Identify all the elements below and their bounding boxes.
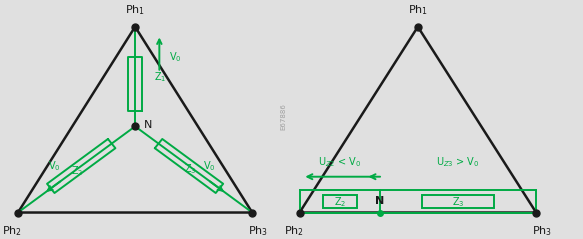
Text: Ph$_1$: Ph$_1$ — [408, 3, 428, 17]
Text: V$_0$: V$_0$ — [203, 159, 216, 173]
Text: Ph$_2$: Ph$_2$ — [2, 224, 22, 238]
Text: Z$_3$: Z$_3$ — [184, 162, 196, 176]
Text: U$_{Z2}$ < V$_0$: U$_{Z2}$ < V$_0$ — [318, 155, 361, 169]
Text: Z$_2$: Z$_2$ — [71, 164, 83, 178]
Text: Ph$_3$: Ph$_3$ — [248, 224, 268, 238]
Text: Z$_3$: Z$_3$ — [452, 196, 464, 209]
Text: V$_0$: V$_0$ — [48, 159, 61, 173]
Text: N: N — [145, 120, 153, 130]
Text: E67886: E67886 — [280, 103, 286, 130]
Bar — [322, 195, 357, 208]
Text: Ph$_3$: Ph$_3$ — [532, 224, 552, 238]
Text: Z$_1$: Z$_1$ — [154, 70, 167, 84]
Text: Ph$_1$: Ph$_1$ — [125, 3, 145, 17]
Bar — [422, 195, 494, 208]
Text: Ph$_2$: Ph$_2$ — [284, 224, 304, 238]
Text: N: N — [375, 196, 385, 206]
Text: Z$_2$: Z$_2$ — [333, 196, 346, 209]
Text: V$_0$: V$_0$ — [168, 50, 181, 64]
Text: U$_{Z3}$ > V$_0$: U$_{Z3}$ > V$_0$ — [436, 155, 480, 169]
